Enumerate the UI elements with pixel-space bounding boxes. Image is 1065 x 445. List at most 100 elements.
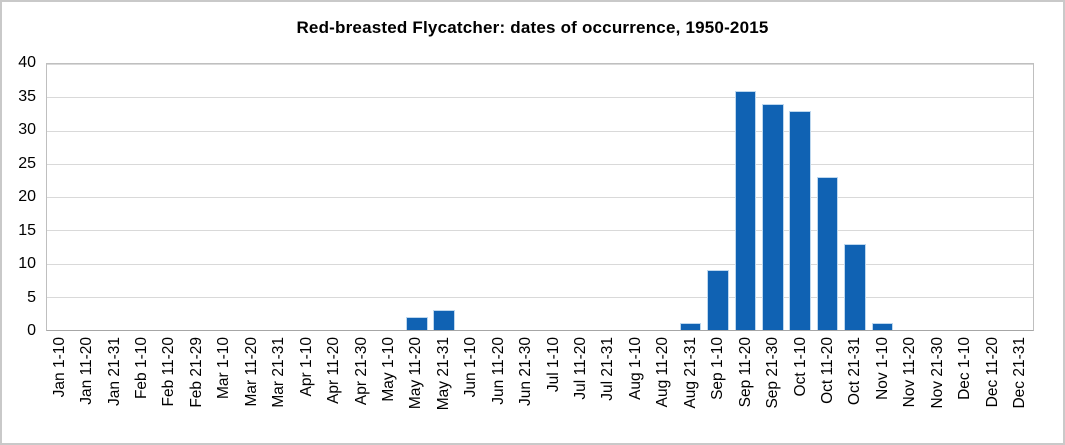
x-axis-label-cell: Aug 11-20	[650, 337, 677, 443]
x-axis-label-cell: Sep 1-10	[705, 337, 732, 443]
bar-slot	[403, 64, 430, 330]
x-axis-category-label: Feb 11-20	[160, 337, 178, 407]
x-axis-label-cell: Aug 21-31	[677, 337, 704, 443]
bar-slot	[348, 64, 375, 330]
bar-slot	[294, 64, 321, 330]
y-axis-tick-label: 0	[27, 322, 36, 339]
x-axis-category-label: Dec 21-31	[1011, 337, 1029, 409]
x-axis-label-cell: Jul 11-20	[567, 337, 594, 443]
bar	[734, 90, 757, 330]
y-axis-tick-label: 25	[18, 154, 36, 172]
bar-slot	[732, 64, 759, 330]
bar-slot	[841, 64, 868, 330]
x-axis-label-cell: Mar 1-10	[211, 337, 238, 443]
x-axis-label-cell: Nov 21-30	[924, 337, 951, 443]
x-axis-category-label: Oct 11-20	[818, 337, 836, 404]
bar	[707, 270, 729, 330]
bar	[433, 310, 455, 330]
bar-slot	[677, 64, 704, 330]
bar-slot	[157, 64, 184, 330]
x-axis-label-cell: Dec 21-31	[1006, 337, 1033, 443]
plot-area	[46, 63, 1034, 331]
bar-slot	[74, 64, 101, 330]
x-axis-label-cell: Feb 1-10	[128, 337, 155, 443]
bar-slot	[978, 64, 1005, 330]
bar	[844, 243, 866, 330]
x-axis-category-label: Aug 21-31	[681, 337, 699, 409]
x-axis-category-label: Mar 11-20	[242, 337, 260, 407]
bar	[789, 110, 812, 330]
x-axis-label-cell: Mar 11-20	[238, 337, 265, 443]
x-axis-category-label: Aug 11-20	[654, 337, 672, 408]
x-axis-label-cell: Sep 21-30	[759, 337, 786, 443]
x-axis-label-cell: Aug 1-10	[622, 337, 649, 443]
x-axis-category-label: Apr 1-10	[297, 337, 315, 397]
bar	[871, 323, 894, 330]
x-axis-category-label: Feb 21-29	[187, 337, 205, 408]
bar-slot	[540, 64, 567, 330]
bar-slot	[102, 64, 129, 330]
gridline	[47, 131, 1033, 132]
y-axis-tick-label: 5	[27, 288, 36, 306]
x-axis-label-cell: Mar 21-31	[266, 337, 293, 443]
bar-slot	[458, 64, 485, 330]
bar	[405, 316, 428, 330]
x-axis-category-label: Jun 11-20	[489, 337, 507, 405]
bar-slot	[513, 64, 540, 330]
x-axis-category-label: Apr 11-20	[325, 337, 343, 404]
x-axis-category-label: Feb 1-10	[133, 337, 151, 400]
x-axis-label-cell: Dec 11-20	[979, 337, 1006, 443]
bar-slot	[924, 64, 951, 330]
x-axis-category-label: May 21-31	[434, 337, 452, 411]
bar-slot	[814, 64, 841, 330]
x-axis-label-cell: Jun 11-20	[485, 337, 512, 443]
bar-slot	[1006, 64, 1033, 330]
x-axis-category-label: Sep 11-20	[736, 337, 754, 408]
x-axis-label-cell: Jun 21-30	[512, 337, 539, 443]
x-axis-label-cell: Jun 1-10	[458, 337, 485, 443]
y-axis-tick-label: 40	[18, 54, 36, 71]
bar	[679, 323, 702, 330]
bar-slot	[787, 64, 814, 330]
gridline	[47, 164, 1033, 165]
bar-slot	[266, 64, 293, 330]
x-axis-category-label: May 11-20	[407, 337, 425, 410]
y-axis-tick-label: 30	[18, 121, 36, 138]
bar-slot	[376, 64, 403, 330]
x-axis-category-label: Jul 1-10	[544, 337, 562, 393]
y-axis-tick-label: 35	[18, 87, 36, 105]
x-axis-label-cell: Dec 1-10	[951, 337, 978, 443]
bar-slot	[759, 64, 786, 330]
x-axis-label-cell: May 21-31	[430, 337, 457, 443]
gridline	[47, 97, 1033, 98]
x-axis-category-label: Oct 1-10	[791, 337, 809, 397]
x-axis-category-label: May 1-10	[379, 337, 397, 402]
x-axis-label-cell: Nov 11-20	[897, 337, 924, 443]
x-axis-category-label: Nov 1-10	[873, 337, 891, 400]
x-axis-category-label: Jan 11-20	[78, 337, 96, 405]
x-axis-category-label: Dec 1-10	[956, 337, 974, 400]
x-axis-label-cell: Feb 21-29	[183, 337, 210, 443]
x-axis-category-label: Nov 21-30	[928, 337, 946, 409]
bar-slot	[129, 64, 156, 330]
gridline	[47, 230, 1033, 231]
gridline	[47, 197, 1033, 198]
y-axis-tick-label: 20	[18, 188, 36, 205]
x-axis-label-cell: Apr 21-30	[348, 337, 375, 443]
x-axis-label-cell: Jul 21-31	[595, 337, 622, 443]
gridline	[47, 264, 1033, 265]
x-axis-category-label: Aug 1-10	[626, 337, 644, 400]
y-axis-tick-label: 10	[18, 255, 36, 272]
gridline	[47, 297, 1033, 298]
bar-slot	[896, 64, 923, 330]
bar-slot	[869, 64, 896, 330]
x-axis-label-cell: Oct 11-20	[814, 337, 841, 443]
bar-slot	[321, 64, 348, 330]
x-axis-label-cell: Sep 11-20	[732, 337, 759, 443]
x-axis-category-label: Apr 21-30	[352, 337, 370, 406]
x-axis-label-cell: Jan 1-10	[46, 337, 73, 443]
bar	[762, 103, 784, 330]
bar-slot	[47, 64, 74, 330]
x-axis-label-cell: Jan 11-20	[73, 337, 100, 443]
x-axis-label-cell: Apr 11-20	[320, 337, 347, 443]
